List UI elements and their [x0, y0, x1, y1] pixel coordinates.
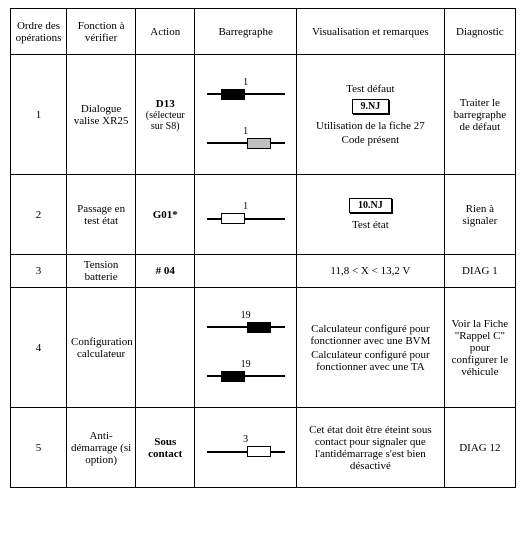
bargraph-segment-right: [245, 375, 285, 377]
bargraph-label: 19: [207, 310, 285, 321]
visual-text: Calculateur configuré pour fonctionner a…: [301, 323, 440, 347]
action-main: Sous contact: [140, 436, 190, 460]
cell-bargraph: 1: [195, 175, 297, 255]
cell-diagnostic: Voir la Fiche "Rappel C" pour configurer…: [444, 288, 515, 408]
cell-bargraph: 3: [195, 408, 297, 488]
cell-order: 5: [11, 408, 67, 488]
cell-function: Configuration calculateur: [66, 288, 135, 408]
header-order: Ordre des opérations: [11, 9, 67, 55]
table-row: 4Configuration calculateur1919Calculateu…: [11, 288, 516, 408]
visual-text: Utilisation de la fiche 27: [301, 120, 440, 132]
cell-visual: Test défaut 9.NJ Utilisation de la fiche 2…: [297, 55, 445, 175]
cell-order: 3: [11, 255, 67, 288]
cell-diagnostic: Rien à signaler: [444, 175, 515, 255]
bargraph-indicator: 19: [207, 359, 285, 382]
bargraph-box: [221, 213, 245, 224]
bargraph-line: [207, 322, 285, 333]
bargraph-line: [207, 446, 285, 457]
bargraph-box: [247, 446, 271, 457]
visual-text: Test état: [301, 219, 440, 231]
cell-visual: Calculateur configuré pour fonctionner a…: [297, 288, 445, 408]
visual-text: Calculateur configuré pour fonctionner a…: [301, 349, 440, 373]
cell-action: [136, 288, 195, 408]
cell-order: 2: [11, 175, 67, 255]
table-row: 3Tension batterie # 04 11,8 < X < 13,2 V DI…: [11, 255, 516, 288]
bargraph-label: 1: [207, 201, 285, 212]
bargraph-line: [207, 371, 285, 382]
cell-visual: 11,8 < X < 13,2 V: [297, 255, 445, 288]
bargraph-indicator: 1: [207, 77, 285, 100]
header-diag: Diagnostic: [444, 9, 515, 55]
bargraph-segment-right: [245, 93, 285, 95]
bargraph-indicator: 19: [207, 310, 285, 333]
cell-order: 4: [11, 288, 67, 408]
header-visual: Visualisation et remarques: [297, 9, 445, 55]
cell-function: Passage en test état: [66, 175, 135, 255]
table-row: 2Passage en test état G01* 1 10.NJ Test état…: [11, 175, 516, 255]
code-badge: 10.NJ: [349, 198, 392, 213]
bargraph-line: [207, 138, 285, 149]
bargraph-segment-left: [207, 142, 247, 144]
visual-text: Cet état doit être éteint sous contact p…: [301, 424, 440, 472]
bargraph-label: 19: [207, 359, 285, 370]
diagnostic-table: Ordre des opérations Fonction à vérifier…: [10, 8, 516, 488]
visual-text: Test défaut: [301, 83, 440, 95]
bargraph-segment-left: [207, 451, 247, 453]
action-main: # 04: [140, 265, 190, 277]
page: Ordre des opérations Fonction à vérifier…: [0, 0, 526, 560]
bargraph-indicator: 1: [207, 201, 285, 224]
bargraph-indicator: 3: [207, 434, 285, 457]
table-row: 5Anti-démarrage (si option)Sous contact 3…: [11, 408, 516, 488]
table-row: 1Dialogue valise XR25D13(sélecteur sur S…: [11, 55, 516, 175]
bargraph-segment-right: [271, 451, 285, 453]
cell-bargraph: 1919: [195, 288, 297, 408]
bargraph-segment-right: [271, 326, 285, 328]
bargraph-label: 1: [207, 77, 285, 88]
cell-bargraph: 11: [195, 55, 297, 175]
bargraph-box: [221, 371, 245, 382]
cell-action: # 04: [136, 255, 195, 288]
header-action: Action: [136, 9, 195, 55]
cell-bargraph: [195, 255, 297, 288]
bargraph-segment-left: [207, 93, 221, 95]
bargraph-segment-right: [271, 142, 285, 144]
bargraph-segment-left: [207, 326, 247, 328]
cell-function: Dialogue valise XR25: [66, 55, 135, 175]
bargraph-segment-right: [245, 218, 285, 220]
header-function: Fonction à vérifier: [66, 9, 135, 55]
bargraph-line: [207, 89, 285, 100]
cell-action: G01*: [136, 175, 195, 255]
cell-diagnostic: DIAG 12: [444, 408, 515, 488]
bargraph-box: [247, 138, 271, 149]
action-sub: (sélecteur sur S8): [140, 110, 190, 132]
cell-action: Sous contact: [136, 408, 195, 488]
cell-action: D13(sélecteur sur S8): [136, 55, 195, 175]
bargraph-indicator: 1: [207, 126, 285, 149]
cell-diagnostic: Traiter le barregraphe de défaut: [444, 55, 515, 175]
action-main: G01*: [140, 209, 190, 221]
cell-order: 1: [11, 55, 67, 175]
cell-diagnostic: DIAG 1: [444, 255, 515, 288]
bargraph-segment-left: [207, 218, 221, 220]
cell-visual: Cet état doit être éteint sous contact p…: [297, 408, 445, 488]
action-main: D13: [140, 98, 190, 110]
cell-function: Anti-démarrage (si option): [66, 408, 135, 488]
bargraph-label: 3: [207, 434, 285, 445]
visual-text: 11,8 < X < 13,2 V: [301, 265, 440, 277]
header-bargraph: Barregraphe: [195, 9, 297, 55]
bargraph-line: [207, 213, 285, 224]
cell-visual: 10.NJ Test état: [297, 175, 445, 255]
bargraph-label: 1: [207, 126, 285, 137]
cell-function: Tension batterie: [66, 255, 135, 288]
bargraph-box: [221, 89, 245, 100]
visual-text: Code présent: [301, 134, 440, 146]
bargraph-segment-left: [207, 375, 221, 377]
table-header-row: Ordre des opérations Fonction à vérifier…: [11, 9, 516, 55]
code-badge: 9.NJ: [352, 99, 390, 114]
bargraph-box: [247, 322, 271, 333]
